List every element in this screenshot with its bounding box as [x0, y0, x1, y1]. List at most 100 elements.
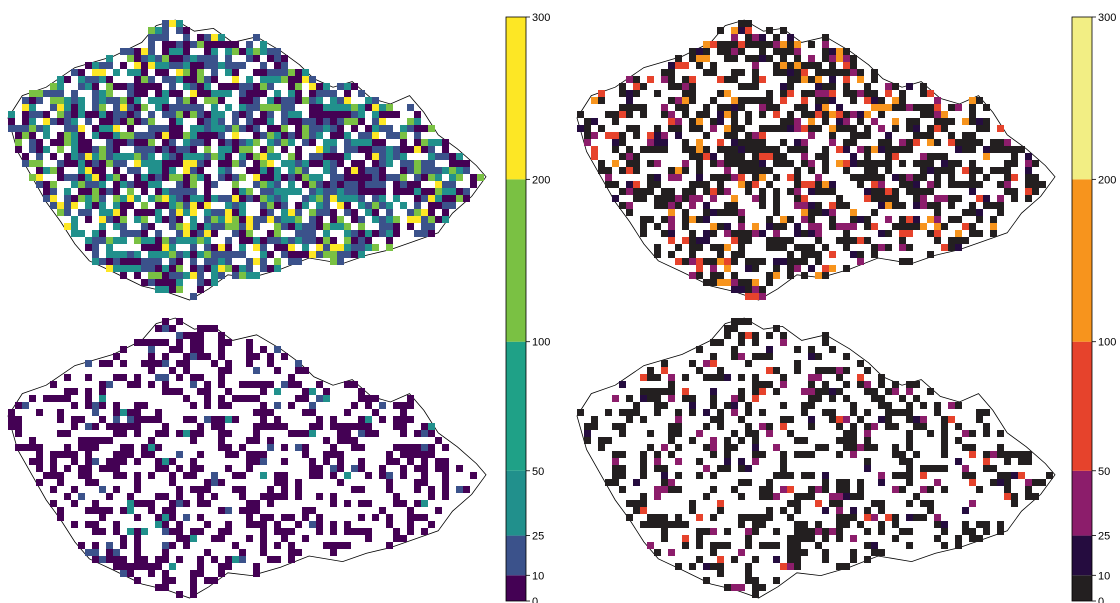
- grid-cell: [647, 132, 654, 139]
- grid-cell: [211, 125, 218, 132]
- grid-cell: [239, 104, 246, 111]
- grid-cell: [689, 563, 696, 570]
- grid-cell: [435, 174, 442, 181]
- grid-cell: [955, 195, 962, 202]
- grid-cell: [239, 125, 246, 132]
- grid-cell: [808, 251, 815, 258]
- grid-cell: [372, 430, 379, 437]
- grid-cell: [787, 146, 794, 153]
- grid-cell: [619, 409, 626, 416]
- grid-cell: [724, 258, 731, 265]
- grid-cell: [190, 97, 197, 104]
- grid-cell: [997, 202, 1004, 209]
- grid-cell: [456, 195, 463, 202]
- grid-cell: [955, 237, 962, 244]
- grid-cell: [120, 160, 127, 167]
- grid-cell: [668, 423, 675, 430]
- grid-cell: [675, 458, 682, 465]
- grid-cell: [281, 472, 288, 479]
- grid-cell: [759, 542, 766, 549]
- grid-cell: [106, 244, 113, 251]
- grid-cell: [85, 153, 92, 160]
- grid-cell: [752, 437, 759, 444]
- grid-cell: [1025, 181, 1032, 188]
- grid-cell: [745, 293, 752, 300]
- grid-cell: [745, 27, 752, 34]
- grid-cell: [183, 272, 190, 279]
- grid-cell: [169, 528, 176, 535]
- grid-cell: [379, 118, 386, 125]
- grid-cell: [808, 472, 815, 479]
- grid-cell: [906, 416, 913, 423]
- grid-cell: [696, 55, 703, 62]
- grid-cell: [246, 125, 253, 132]
- grid-cell: [141, 223, 148, 230]
- grid-cell: [113, 83, 120, 90]
- grid-cell: [260, 258, 267, 265]
- grid-cell: [15, 132, 22, 139]
- grid-cell: [428, 486, 435, 493]
- grid-cell: [780, 27, 787, 34]
- colorbar-segment: [506, 535, 526, 576]
- grid-cell: [323, 451, 330, 458]
- grid-cell: [267, 160, 274, 167]
- grid-cell: [204, 521, 211, 528]
- grid-cell: [640, 395, 647, 402]
- grid-cell: [162, 76, 169, 83]
- grid-cell: [15, 444, 22, 451]
- grid-cell: [584, 430, 591, 437]
- grid-cell: [829, 139, 836, 146]
- grid-cell: [85, 181, 92, 188]
- grid-cell: [906, 146, 913, 153]
- grid-cell: [633, 188, 640, 195]
- grid-cell: [330, 251, 337, 258]
- grid-cell: [127, 493, 134, 500]
- grid-cell: [148, 195, 155, 202]
- grid-cell: [808, 167, 815, 174]
- grid-cell: [288, 258, 295, 265]
- grid-cell: [225, 251, 232, 258]
- grid-cell: [927, 167, 934, 174]
- grid-cell: [864, 195, 871, 202]
- grid-cell: [934, 514, 941, 521]
- grid-cell: [421, 423, 428, 430]
- grid-cell: [99, 167, 106, 174]
- grid-cell: [22, 97, 29, 104]
- grid-cell: [731, 153, 738, 160]
- grid-cell: [211, 535, 218, 542]
- grid-cell: [640, 521, 647, 528]
- colorbar-segment: [1072, 575, 1092, 601]
- grid-cell: [253, 458, 260, 465]
- grid-cell: [780, 153, 787, 160]
- grid-cell: [155, 34, 162, 41]
- grid-cell: [141, 444, 148, 451]
- grid-cell: [316, 111, 323, 118]
- grid-cell: [64, 76, 71, 83]
- grid-cell: [253, 34, 260, 41]
- grid-cell: [640, 223, 647, 230]
- grid-cell: [148, 181, 155, 188]
- grid-cell: [148, 279, 155, 286]
- grid-cell: [976, 230, 983, 237]
- grid-cell: [822, 160, 829, 167]
- grid-cell: [330, 209, 337, 216]
- grid-cell: [162, 325, 169, 332]
- grid-cell: [309, 90, 316, 97]
- grid-cell: [829, 493, 836, 500]
- grid-cell: [155, 458, 162, 465]
- grid-cell: [113, 202, 120, 209]
- grid-cell: [50, 90, 57, 97]
- grid-cell: [878, 146, 885, 153]
- grid-cell: [162, 458, 169, 465]
- grid-cell: [794, 542, 801, 549]
- grid-cell: [176, 188, 183, 195]
- grid-cell: [724, 374, 731, 381]
- grid-cell: [295, 209, 302, 216]
- grid-cell: [211, 153, 218, 160]
- grid-cell: [57, 90, 64, 97]
- grid-cell: [668, 479, 675, 486]
- grid-cell: [955, 535, 962, 542]
- grid-cell: [176, 451, 183, 458]
- grid-cell: [962, 237, 969, 244]
- grid-cell: [885, 160, 892, 167]
